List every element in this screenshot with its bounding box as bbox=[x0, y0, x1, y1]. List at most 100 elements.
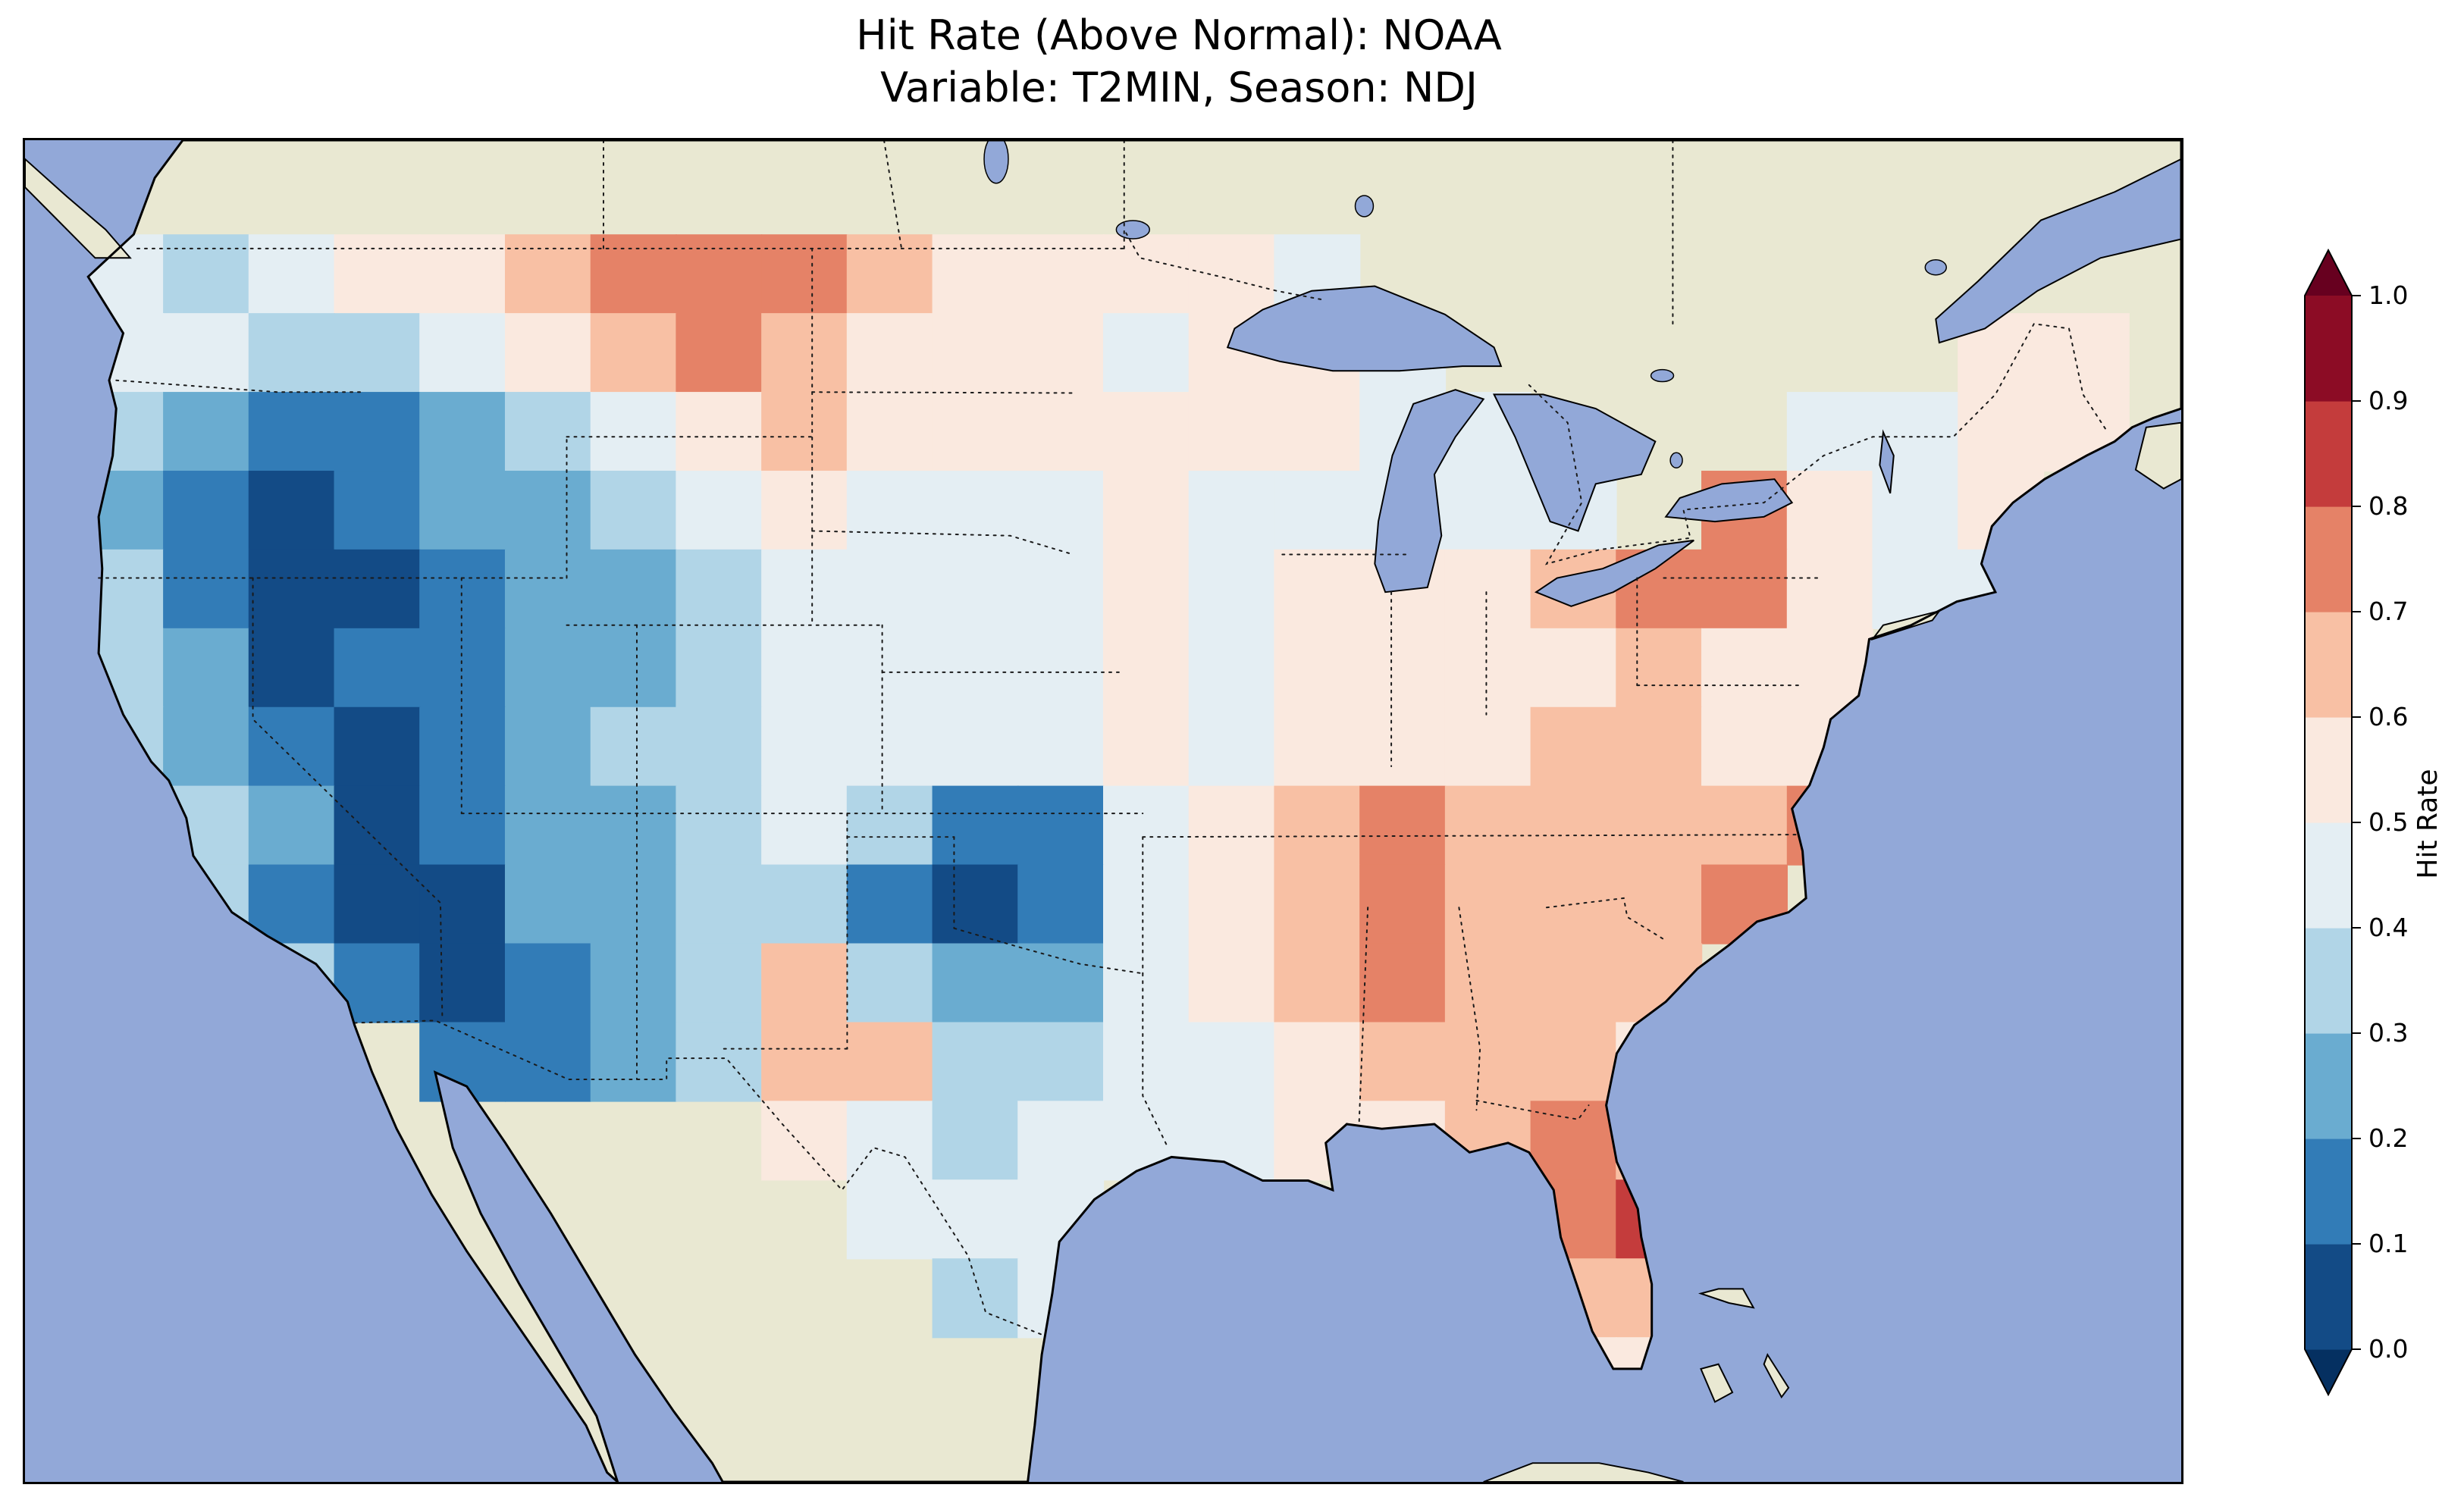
heatmap-cell bbox=[932, 1101, 1019, 1181]
heatmap-cell bbox=[676, 313, 763, 393]
heatmap-cell bbox=[1274, 471, 1361, 551]
heatmap-cell bbox=[590, 1022, 677, 1102]
heatmap-cell bbox=[1444, 864, 1531, 944]
heatmap-cell bbox=[1786, 471, 1873, 551]
heatmap-cell bbox=[1444, 628, 1531, 708]
heatmap-cell bbox=[1786, 549, 1873, 630]
figure-title: Hit Rate (Above Normal): NOAA Variable: … bbox=[99, 9, 2259, 114]
heatmap-cell bbox=[334, 234, 421, 315]
heatmap-cell bbox=[1103, 471, 1190, 551]
colorbar-tick-label: 0.0 bbox=[2368, 1334, 2408, 1364]
heatmap-cell bbox=[248, 313, 335, 393]
heatmap-cell bbox=[504, 549, 591, 630]
island bbox=[1483, 1462, 1684, 1482]
heatmap-cell bbox=[846, 471, 933, 551]
heatmap-cell bbox=[504, 234, 591, 315]
heatmap-cell bbox=[676, 943, 763, 1023]
heatmap-cell bbox=[1701, 706, 1788, 787]
colorbar-tick-label: 0.7 bbox=[2368, 597, 2408, 626]
heatmap-cell bbox=[248, 785, 335, 866]
heatmap-cell bbox=[334, 864, 421, 944]
heatmap-cell bbox=[1017, 943, 1105, 1023]
great-lake bbox=[1226, 285, 1503, 372]
heatmap-cell bbox=[1274, 628, 1361, 708]
small-lake bbox=[983, 140, 1009, 184]
heatmap-cell bbox=[761, 234, 848, 315]
heatmap-cell bbox=[761, 392, 848, 472]
heatmap-cell bbox=[1359, 943, 1447, 1023]
great-lake bbox=[1493, 393, 1657, 532]
heatmap-cell bbox=[504, 864, 591, 944]
colorbar-segment bbox=[2305, 928, 2352, 1034]
heatmap-cell bbox=[1444, 706, 1531, 787]
heatmap-cell bbox=[248, 864, 335, 944]
heatmap-cell bbox=[761, 1022, 848, 1102]
heatmap-cell bbox=[846, 864, 933, 944]
heatmap-cell bbox=[504, 392, 591, 472]
state-border bbox=[1475, 1099, 1590, 1120]
state-border bbox=[1458, 907, 1481, 1111]
heatmap-cell bbox=[1103, 628, 1190, 708]
heatmap-cell bbox=[419, 785, 506, 866]
heatmap-cell bbox=[1188, 943, 1275, 1023]
heatmap-cell bbox=[1444, 785, 1531, 866]
heatmap-cell bbox=[248, 706, 335, 787]
heatmap-cell bbox=[1103, 1022, 1190, 1102]
colorbar-segment bbox=[2305, 296, 2352, 402]
heatmap-cell bbox=[1188, 1022, 1275, 1102]
heatmap-cell bbox=[846, 549, 933, 630]
heatmap-cell bbox=[761, 785, 848, 866]
state-border bbox=[1358, 907, 1369, 1125]
heatmap-cell bbox=[1017, 471, 1105, 551]
heatmap-cell bbox=[419, 943, 506, 1023]
st-lawrence-gulf bbox=[1935, 158, 2181, 344]
heatmap-cell bbox=[163, 628, 250, 708]
heatmap-cell bbox=[1274, 864, 1361, 944]
heatmap-cell bbox=[419, 392, 506, 472]
state-border bbox=[252, 577, 444, 1017]
heatmap-cell bbox=[676, 706, 763, 787]
colorbar-tick-label: 0.9 bbox=[2368, 386, 2408, 415]
heatmap-cell bbox=[1017, 549, 1105, 630]
heatmap-cell bbox=[590, 392, 677, 472]
map-panel bbox=[23, 138, 2183, 1484]
heatmap-cell bbox=[1530, 706, 1617, 787]
heatmap-cell bbox=[1017, 628, 1105, 708]
heatmap-cell bbox=[1188, 392, 1275, 472]
heatmap-cell bbox=[932, 1179, 1019, 1260]
heatmap-cell bbox=[761, 864, 848, 944]
heatmap-cell bbox=[1188, 706, 1275, 787]
state-border bbox=[1545, 897, 1667, 941]
heatmap-cell bbox=[590, 943, 677, 1023]
heatmap-cell bbox=[1188, 549, 1275, 630]
heatmap-cell bbox=[590, 628, 677, 708]
heatmap-cell bbox=[590, 471, 677, 551]
heatmap-cell bbox=[419, 706, 506, 787]
heatmap-cell bbox=[504, 628, 591, 708]
heatmap-cell bbox=[1530, 943, 1617, 1023]
heatmap-cell bbox=[590, 785, 677, 866]
heatmap-cell bbox=[1530, 1022, 1617, 1102]
heatmap-cell bbox=[676, 1022, 763, 1102]
heatmap-cell bbox=[163, 471, 250, 551]
heatmap-cell bbox=[846, 1022, 933, 1102]
title-line-1: Hit Rate (Above Normal): NOAA bbox=[856, 11, 1502, 59]
heatmap-cell bbox=[846, 392, 933, 472]
heatmap-cell bbox=[334, 392, 421, 472]
heatmap-cell bbox=[419, 628, 506, 708]
us-hit-rate-map bbox=[25, 140, 2181, 1482]
heatmap-cell bbox=[846, 1101, 933, 1181]
heatmap-cell bbox=[846, 234, 933, 315]
colorbar-arrow-low bbox=[2305, 1349, 2352, 1395]
heatmap-cell bbox=[1103, 313, 1190, 393]
colorbar-segment bbox=[2305, 822, 2352, 929]
colorbar-tick-label: 1.0 bbox=[2368, 280, 2408, 310]
heatmap-cell bbox=[1188, 234, 1275, 315]
heatmap-cell bbox=[1444, 1022, 1531, 1102]
heatmap-cell bbox=[334, 471, 421, 551]
small-lake bbox=[1650, 368, 1675, 383]
state-border bbox=[883, 140, 903, 249]
heatmap-cell bbox=[334, 785, 421, 866]
heatmap-cell bbox=[932, 706, 1019, 787]
